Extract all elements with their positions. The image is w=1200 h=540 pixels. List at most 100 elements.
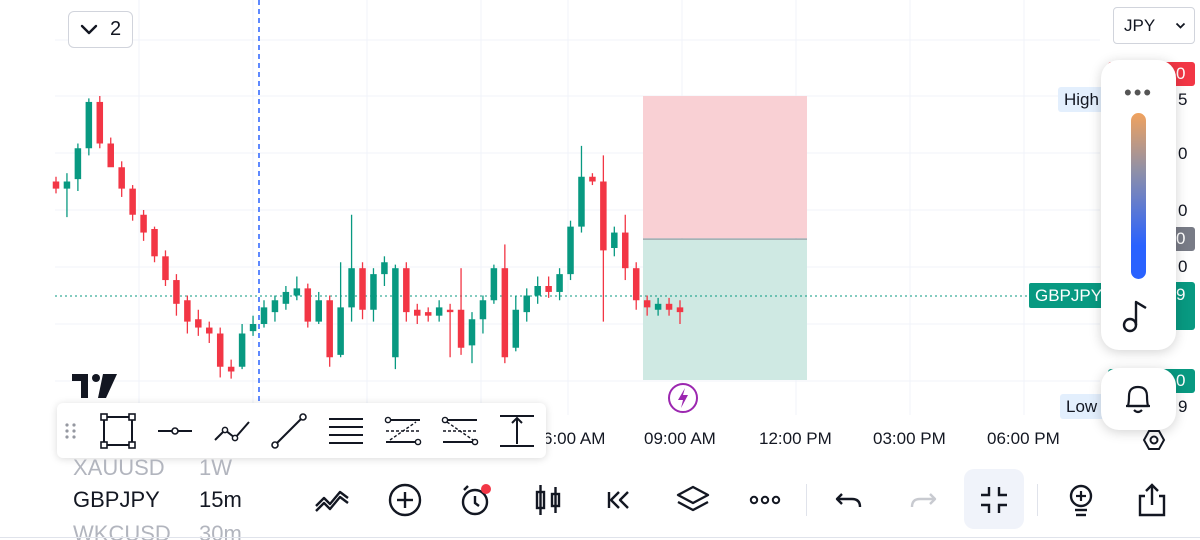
chart-type-icon[interactable] xyxy=(529,480,569,520)
toolbar-divider xyxy=(1037,484,1038,516)
candle-down xyxy=(600,181,607,251)
candle-up xyxy=(337,307,344,355)
music-note-icon[interactable] xyxy=(1121,298,1153,334)
collapse-count: 2 xyxy=(109,18,122,40)
candle-down xyxy=(403,268,410,313)
candle-up xyxy=(238,333,246,367)
candle-down xyxy=(359,268,366,310)
price-scale-label: 0 xyxy=(1178,144,1188,163)
parallel-lines-icon[interactable] xyxy=(327,412,365,450)
candle-up xyxy=(260,307,268,324)
add-icon[interactable] xyxy=(385,480,425,520)
watchlist-interval-active[interactable]: 15m xyxy=(199,487,242,512)
collapse-panes-button[interactable]: 2 xyxy=(68,11,133,48)
candle-up xyxy=(523,295,530,313)
position-stop-zone xyxy=(643,96,807,238)
candle-down xyxy=(501,268,509,358)
bell-icon[interactable] xyxy=(1122,382,1154,416)
share-icon[interactable] xyxy=(1132,480,1172,520)
rectangle-icon[interactable] xyxy=(99,412,137,450)
candle-up xyxy=(534,286,541,296)
trend-line-icon[interactable] xyxy=(270,412,308,450)
watchlist-symbol-active[interactable]: GBPJPY xyxy=(73,487,160,512)
candle-down xyxy=(622,232,629,269)
candle-down xyxy=(162,256,169,281)
target-price-digit: 0 xyxy=(1176,371,1186,390)
candle-down xyxy=(206,327,213,334)
replay-icon[interactable] xyxy=(600,480,640,520)
candle-up xyxy=(381,262,388,275)
chart-grid xyxy=(55,0,1100,415)
candle-down xyxy=(545,286,552,292)
more-dots-icon[interactable]: ••• xyxy=(1124,80,1154,105)
currency-value: JPY xyxy=(1124,15,1156,35)
candle-up xyxy=(578,176,585,227)
candle-series xyxy=(52,96,684,379)
candle-up xyxy=(479,300,487,320)
candle-up xyxy=(282,291,290,304)
candle-down xyxy=(227,366,235,372)
candle-down xyxy=(632,268,640,301)
candle-up xyxy=(392,268,399,358)
lightning-icon[interactable] xyxy=(667,382,699,414)
alerts-panel xyxy=(1101,368,1176,430)
candle-up xyxy=(293,288,301,296)
fib-channel-icon[interactable] xyxy=(384,412,422,450)
time-axis-label: 06:00 PM xyxy=(987,429,1060,448)
candle-down xyxy=(414,309,421,316)
path-icon[interactable] xyxy=(213,412,251,450)
drag-handle-icon[interactable] xyxy=(60,412,82,450)
watchlist-symbol[interactable]: WKCUSD xyxy=(73,521,171,540)
horizontal-line-icon[interactable] xyxy=(156,412,194,450)
price-range-icon[interactable] xyxy=(498,412,536,450)
candle-down xyxy=(643,300,651,308)
candle-down xyxy=(129,188,136,215)
watchlist-interval[interactable]: 30m xyxy=(199,521,242,540)
watchlist-interval[interactable]: 1W xyxy=(199,455,232,480)
candle-up xyxy=(249,324,257,332)
candle-up xyxy=(271,300,279,313)
candle-down xyxy=(304,288,312,322)
candle-up xyxy=(468,319,476,346)
candle-down xyxy=(52,181,60,189)
entry-price-digit: 0 xyxy=(1176,229,1186,248)
candle-down xyxy=(96,101,104,144)
candle-down xyxy=(424,312,432,316)
candle-up xyxy=(435,307,443,316)
ideas-icon[interactable] xyxy=(1061,480,1101,520)
candle-down xyxy=(173,280,180,304)
time-axis-label: 6:00 AM xyxy=(543,429,606,448)
chevron-down-icon xyxy=(1175,22,1186,29)
indicators-icon[interactable] xyxy=(312,480,352,520)
fullscreen-button[interactable] xyxy=(964,469,1024,529)
currency-select[interactable]: JPY xyxy=(1113,7,1195,44)
redo-icon[interactable] xyxy=(902,480,942,520)
candle-down xyxy=(118,167,125,189)
candle-up xyxy=(654,303,662,310)
time-axis-label: 03:00 PM xyxy=(873,429,946,448)
symbol-price-tag: GBPJPY xyxy=(1029,283,1109,308)
fullscreen-exit-icon[interactable] xyxy=(974,480,1014,520)
settings-icon[interactable] xyxy=(1141,427,1167,453)
candle-up xyxy=(348,268,355,308)
candle-down xyxy=(676,307,684,313)
undo-icon[interactable] xyxy=(830,480,870,520)
candle-up xyxy=(512,309,520,348)
price-scale-label: 0 xyxy=(1178,257,1188,276)
candle-down xyxy=(184,300,191,322)
candle-up xyxy=(556,274,563,292)
chevron-down-icon xyxy=(80,24,98,34)
price-chart[interactable] xyxy=(0,0,1200,460)
more-icon[interactable] xyxy=(745,480,785,520)
candle-down xyxy=(195,319,202,328)
candle-up xyxy=(567,226,574,275)
tradingview-logo xyxy=(72,374,117,398)
layers-icon[interactable] xyxy=(673,480,713,520)
fib-retracement-icon[interactable] xyxy=(441,412,479,450)
candle-up xyxy=(85,101,93,149)
watchlist-symbol[interactable]: XAUUSD xyxy=(73,455,165,480)
candle-up xyxy=(611,232,618,248)
color-gradient-slider[interactable] xyxy=(1131,113,1146,279)
candle-up xyxy=(490,268,498,301)
alert-icon[interactable] xyxy=(456,480,496,520)
